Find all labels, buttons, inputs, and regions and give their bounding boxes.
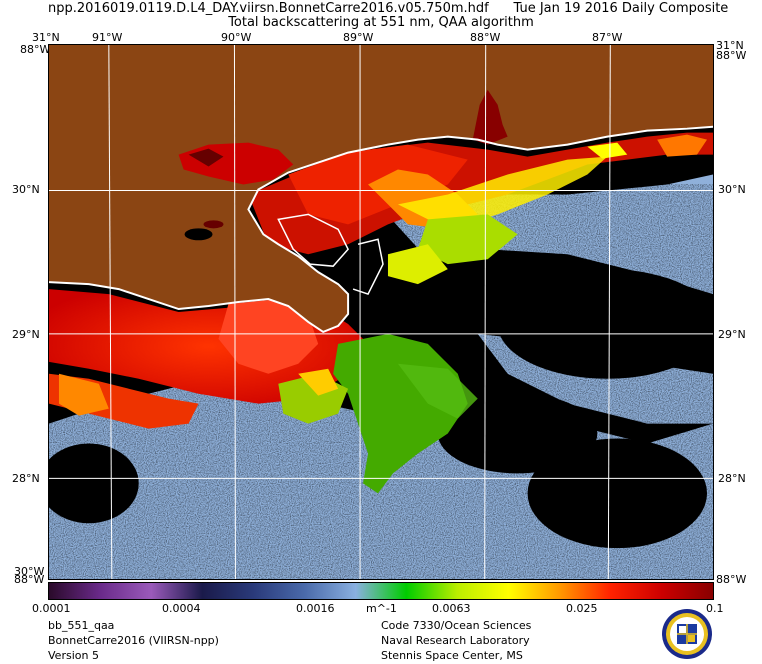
- coastline: [49, 125, 713, 334]
- colorbar-tick-5: 0.1: [706, 602, 724, 615]
- lat-label-left-29n: 29°N: [12, 328, 40, 341]
- header-title-line1: npp.2016019.0119.D.L4_DAY.viirsn.BonnetC…: [48, 1, 729, 16]
- lat-label-corner-top-left: 31°N: [32, 31, 60, 44]
- lon-label-89w: 89°W: [343, 31, 374, 44]
- lon-label-87w: 87°W: [592, 31, 623, 44]
- colorbar-tick-4: 0.025: [566, 602, 598, 615]
- colorbar-tick-3: 0.0063: [432, 602, 471, 615]
- header-title-line2: Total backscattering at 551 nm, QAA algo…: [228, 15, 534, 30]
- lon-label-88w: 88°W: [470, 31, 501, 44]
- lon-label-90w: 90°W: [221, 31, 252, 44]
- edge-label-bottom-right: 88°W: [716, 573, 747, 586]
- footer-product: bb_551_qaa: [48, 619, 115, 632]
- colorbar: [48, 582, 714, 600]
- footer-org-name: Naval Research Laboratory: [381, 634, 530, 647]
- nrl-seal-logo: [662, 609, 712, 659]
- footer-dataset: BonnetCarre2016 (VIIRSN-npp): [48, 634, 219, 647]
- edge-label-top-left: 88°W: [20, 43, 51, 56]
- satellite-map: [48, 44, 714, 580]
- graticule: [49, 45, 713, 579]
- colorbar-tick-0: 0.0001: [32, 602, 71, 615]
- lat-label-left-28n: 28°N: [12, 472, 40, 485]
- lat-label-left-30n: 30°N: [12, 183, 40, 196]
- land: [49, 45, 713, 332]
- edge-label-bottom-left2: 30°W: [14, 565, 45, 578]
- colorbar-tick-1: 0.0004: [162, 602, 201, 615]
- edge-label-top-right: 88°W: [716, 49, 747, 62]
- footer-org-code: Code 7330/Ocean Sciences: [381, 619, 532, 632]
- lat-label-right-28n: 28°N: [718, 472, 746, 485]
- footer-org-location: Stennis Space Center, MS: [381, 649, 523, 662]
- footer-version: Version 5: [48, 649, 99, 662]
- lat-label-right-30n: 30°N: [718, 183, 746, 196]
- colorbar-unit: m^-1: [366, 602, 397, 615]
- edge-label-bottom-left: 88°W: [14, 573, 45, 586]
- lon-label-91w: 91°W: [92, 31, 123, 44]
- lat-label-right-29n: 29°N: [718, 328, 746, 341]
- lat-label-corner-top-right: 31°N: [716, 39, 744, 52]
- colorbar-tick-2: 0.0016: [296, 602, 335, 615]
